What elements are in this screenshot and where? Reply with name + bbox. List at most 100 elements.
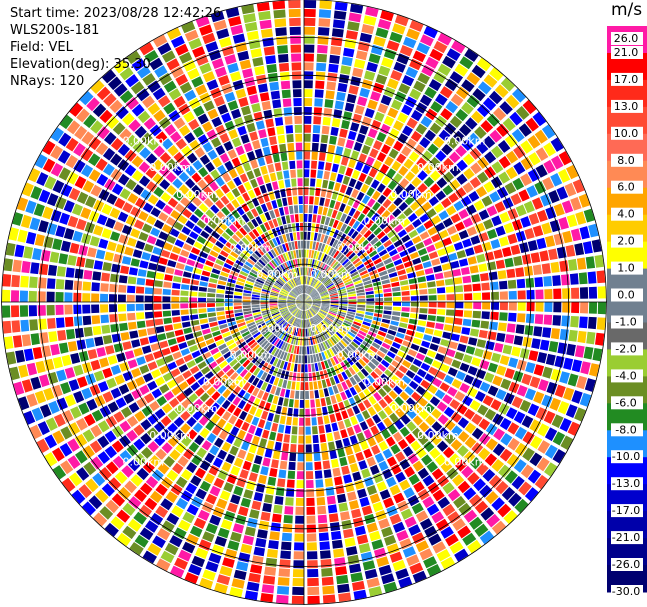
velocity-gate	[464, 422, 477, 434]
velocity-gate	[379, 489, 391, 500]
velocity-gate	[58, 167, 71, 181]
velocity-gate	[491, 161, 504, 174]
velocity-gate	[225, 241, 235, 250]
velocity-gate	[38, 189, 51, 203]
velocity-gate	[562, 302, 571, 313]
velocity-gate	[348, 158, 357, 169]
velocity-gate	[568, 329, 578, 342]
velocity-gate	[587, 271, 597, 284]
velocity-gate	[339, 203, 346, 212]
velocity-gate	[62, 409, 74, 423]
velocity-gate	[570, 316, 579, 328]
velocity-gate	[551, 155, 564, 170]
velocity-gate	[129, 542, 144, 556]
velocity-gate	[383, 310, 392, 315]
velocity-gate	[270, 385, 277, 395]
velocity-gate	[317, 242, 323, 251]
velocity-gate	[505, 94, 520, 109]
velocity-gate	[193, 105, 205, 117]
velocity-gate	[217, 449, 228, 460]
velocity-gate	[252, 331, 261, 339]
velocity-gate	[383, 225, 393, 234]
velocity-gate	[280, 308, 288, 313]
velocity-gate	[358, 391, 367, 401]
velocity-gate	[354, 260, 363, 268]
velocity-gate	[137, 269, 147, 277]
velocity-gate	[89, 440, 103, 454]
velocity-gate	[502, 344, 513, 355]
velocity-gate	[332, 539, 343, 549]
velocity-gate	[489, 129, 503, 143]
velocity-gate	[577, 330, 587, 344]
velocity-gate	[276, 349, 283, 359]
velocity-gate	[298, 286, 302, 294]
velocity-gate	[217, 104, 229, 115]
velocity-gate	[304, 302, 312, 305]
velocity-gate	[25, 200, 37, 214]
velocity-gate	[277, 319, 285, 326]
velocity-gate	[324, 216, 331, 226]
velocity-gate	[274, 283, 282, 289]
velocity-gate	[163, 391, 175, 401]
velocity-gate	[183, 354, 193, 363]
velocity-gate	[216, 498, 228, 510]
velocity-gate	[237, 277, 246, 283]
velocity-gate	[178, 184, 190, 195]
velocity-gate	[317, 514, 328, 524]
velocity-gate	[338, 352, 346, 361]
velocity-gate	[194, 147, 206, 158]
colorbar-tick-label: 6.0	[617, 181, 635, 194]
velocity-gate	[352, 405, 361, 415]
velocity-gate	[162, 296, 171, 302]
velocity-gate	[70, 406, 82, 419]
velocity-gate	[412, 218, 422, 228]
velocity-gate	[415, 447, 427, 459]
velocity-gate	[346, 346, 354, 354]
velocity-gate	[297, 297, 304, 302]
velocity-gate	[69, 102, 84, 117]
velocity-gate	[401, 296, 410, 301]
velocity-gate	[312, 304, 321, 307]
velocity-gate	[318, 532, 329, 542]
velocity-gate	[82, 281, 91, 291]
velocity-gate	[299, 295, 304, 302]
velocity-gate	[515, 324, 525, 335]
velocity-gate	[503, 510, 518, 524]
velocity-gate	[321, 125, 330, 135]
velocity-gate	[338, 165, 347, 175]
velocity-gate	[298, 310, 302, 318]
velocity-gate	[412, 415, 423, 426]
colorbar-tick-label: 2.0	[617, 235, 635, 248]
velocity-gate	[335, 566, 348, 576]
velocity-gate	[326, 226, 332, 236]
velocity-gate	[484, 151, 497, 164]
velocity-gate	[164, 274, 173, 282]
velocity-gate	[365, 6, 379, 17]
velocity-gate	[293, 232, 297, 241]
velocity-gate	[349, 563, 362, 574]
velocity-gate	[242, 299, 251, 302]
velocity-gate	[195, 387, 205, 397]
velocity-gate	[295, 223, 300, 232]
velocity-gate	[130, 228, 141, 239]
velocity-gate	[201, 270, 211, 277]
velocity-gate	[366, 61, 378, 73]
velocity-gate	[559, 260, 569, 272]
velocity-gate	[296, 277, 300, 285]
velocity-gate	[205, 493, 217, 505]
velocity-gate	[175, 74, 189, 86]
velocity-gate	[336, 173, 344, 183]
velocity-gate	[245, 234, 253, 243]
velocity-gate	[443, 356, 453, 366]
velocity-gate	[369, 345, 378, 353]
velocity-gate	[334, 476, 343, 486]
velocity-gate	[335, 211, 343, 221]
velocity-gate	[257, 276, 266, 282]
velocity-gate	[39, 263, 49, 275]
velocity-gate	[313, 316, 318, 325]
velocity-gate	[107, 355, 118, 365]
velocity-gate	[378, 410, 388, 420]
velocity-gate	[332, 239, 339, 248]
velocity-gate	[236, 365, 245, 375]
velocity-gate	[291, 308, 298, 314]
